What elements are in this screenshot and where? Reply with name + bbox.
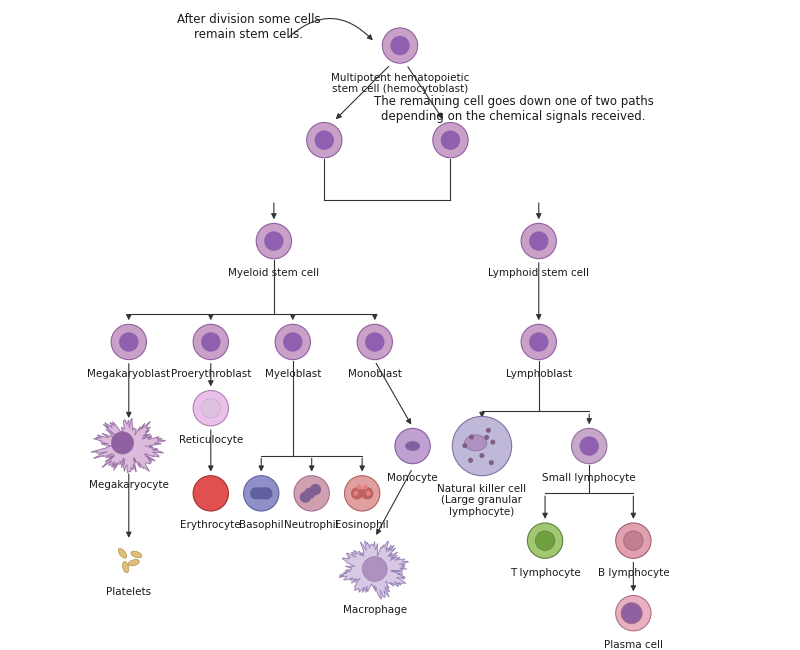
Circle shape xyxy=(382,28,418,63)
Text: The remaining cell goes down one of two paths
depending on the chemical signals : The remaining cell goes down one of two … xyxy=(374,95,654,123)
Circle shape xyxy=(362,556,387,581)
Ellipse shape xyxy=(465,435,487,451)
Circle shape xyxy=(529,231,549,251)
Circle shape xyxy=(441,131,460,150)
Text: Myeloid stem cell: Myeloid stem cell xyxy=(228,268,319,278)
Circle shape xyxy=(201,398,221,418)
Text: Lymphoblast: Lymphoblast xyxy=(506,369,572,379)
Circle shape xyxy=(395,428,430,463)
Circle shape xyxy=(306,122,342,158)
Text: Monocyte: Monocyte xyxy=(387,473,438,483)
Circle shape xyxy=(527,523,562,558)
Circle shape xyxy=(201,332,221,352)
Ellipse shape xyxy=(118,549,126,558)
Circle shape xyxy=(462,443,467,448)
Polygon shape xyxy=(339,541,409,599)
Circle shape xyxy=(193,476,229,511)
Text: Multipotent hematopoietic
stem cell (hemocytoblast): Multipotent hematopoietic stem cell (hem… xyxy=(331,73,469,94)
Circle shape xyxy=(193,391,229,426)
Ellipse shape xyxy=(122,562,129,573)
Circle shape xyxy=(433,122,468,158)
Circle shape xyxy=(571,428,607,463)
Circle shape xyxy=(304,488,315,499)
Circle shape xyxy=(264,231,283,251)
Circle shape xyxy=(616,523,651,558)
Circle shape xyxy=(294,476,330,511)
Circle shape xyxy=(521,224,557,259)
Circle shape xyxy=(490,439,495,445)
Circle shape xyxy=(256,224,291,259)
Circle shape xyxy=(484,435,489,440)
Circle shape xyxy=(243,476,279,511)
Circle shape xyxy=(111,324,146,359)
Circle shape xyxy=(521,324,557,359)
Text: Eosinophil: Eosinophil xyxy=(335,521,389,530)
Ellipse shape xyxy=(406,441,420,450)
Text: Megakaryoblast: Megakaryoblast xyxy=(87,369,170,379)
Circle shape xyxy=(486,428,491,433)
Circle shape xyxy=(362,484,368,489)
Text: Megakaryocyte: Megakaryocyte xyxy=(89,480,169,490)
Text: T lymphocyte: T lymphocyte xyxy=(510,567,581,578)
Circle shape xyxy=(489,460,494,465)
Circle shape xyxy=(479,453,485,458)
Circle shape xyxy=(452,417,512,476)
Circle shape xyxy=(357,484,362,489)
Text: Small lymphocyte: Small lymphocyte xyxy=(542,473,636,483)
Circle shape xyxy=(579,436,599,456)
Text: Macrophage: Macrophage xyxy=(342,605,407,615)
Circle shape xyxy=(621,603,642,624)
Circle shape xyxy=(624,531,643,551)
Circle shape xyxy=(260,487,273,500)
Circle shape xyxy=(345,476,380,511)
Text: Basophil: Basophil xyxy=(239,521,283,530)
Text: B lymphocyte: B lymphocyte xyxy=(598,567,669,578)
Circle shape xyxy=(314,131,334,150)
Circle shape xyxy=(283,332,302,352)
Text: Erythrocyte: Erythrocyte xyxy=(181,521,241,530)
Circle shape xyxy=(351,487,363,500)
Text: Lymphoid stem cell: Lymphoid stem cell xyxy=(488,268,590,278)
Text: After division some cells
remain stem cells.: After division some cells remain stem ce… xyxy=(177,12,321,40)
Text: Natural killer cell
(Large granular
lymphocyte): Natural killer cell (Large granular lymp… xyxy=(438,484,526,517)
Circle shape xyxy=(250,487,262,500)
Circle shape xyxy=(535,531,554,551)
Circle shape xyxy=(469,434,474,439)
Ellipse shape xyxy=(128,560,139,566)
Text: Monoblast: Monoblast xyxy=(348,369,402,379)
Text: Proerythroblast: Proerythroblast xyxy=(170,369,251,379)
Circle shape xyxy=(468,458,473,463)
Circle shape xyxy=(193,324,229,359)
Circle shape xyxy=(119,332,138,352)
Circle shape xyxy=(255,487,267,500)
Text: Reticulocyte: Reticulocyte xyxy=(178,436,243,445)
Circle shape xyxy=(390,36,410,55)
Circle shape xyxy=(366,491,371,496)
Circle shape xyxy=(111,432,134,454)
Circle shape xyxy=(616,595,651,631)
Text: Plasma cell: Plasma cell xyxy=(604,640,663,650)
Text: Myeloblast: Myeloblast xyxy=(265,369,321,379)
Text: Neutrophil: Neutrophil xyxy=(284,521,339,530)
Circle shape xyxy=(354,491,358,496)
Circle shape xyxy=(275,324,310,359)
Circle shape xyxy=(357,324,393,359)
Ellipse shape xyxy=(131,551,142,558)
Circle shape xyxy=(365,332,385,352)
Circle shape xyxy=(300,491,311,503)
Text: Platelets: Platelets xyxy=(106,587,151,597)
Circle shape xyxy=(310,484,321,495)
Polygon shape xyxy=(91,419,166,473)
Circle shape xyxy=(529,332,549,352)
Circle shape xyxy=(361,487,374,500)
